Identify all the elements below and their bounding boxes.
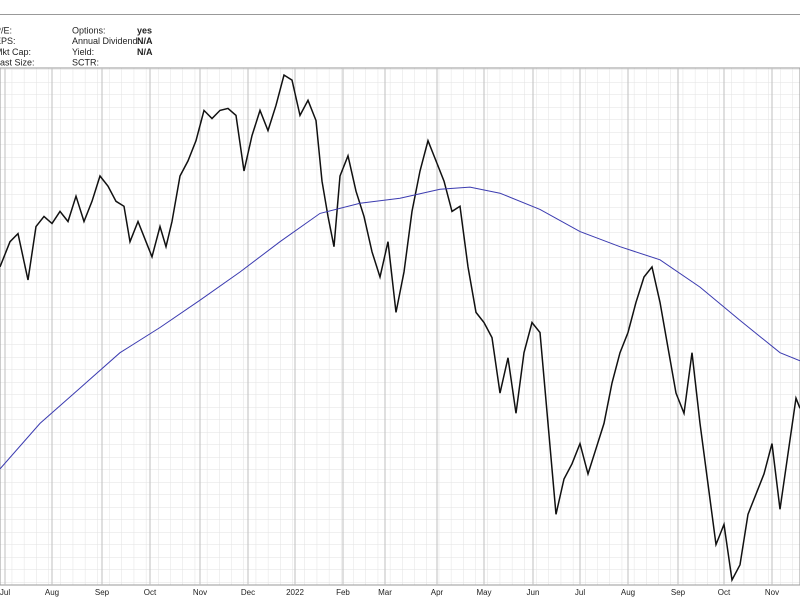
info-label: Annual Dividend: [72,36,140,46]
info-label: SCTR: [72,57,99,67]
info-label: Options: [72,25,106,35]
info-label: Yield: [72,47,94,57]
x-tick-label: 2022 [286,588,304,597]
x-tick-label: Sep [95,588,110,597]
x-tick-label: Jul [575,588,585,597]
x-tick-label: Jul [0,588,10,597]
info-label: Last Size: [0,57,35,67]
info-panel: P/E:EPS:Mkt Cap:Last Size: Options: yesAnn… [0,25,153,67]
price-line [0,73,800,583]
info-value: N/A [137,47,153,57]
info-value: yes [137,25,152,35]
x-tick-label: Oct [718,588,731,597]
info-label: Mkt Cap: [0,47,31,57]
x-tick-label: Jun [527,588,540,597]
plot-area [0,67,800,586]
x-tick-label: Feb [336,588,350,597]
info-label: P/E: [0,25,12,35]
x-tick-label: Nov [193,588,207,597]
x-tick-label: Nov [765,588,779,597]
info-label: EPS: [0,36,16,46]
info-value: N/A [137,36,153,46]
x-tick-label: Dec [241,588,255,597]
x-tick-label: Oct [144,588,157,597]
x-tick-label: Aug [621,588,635,597]
x-tick-label: May [476,588,491,597]
plot: Jul Aug Sep Oct Nov Dec 2022 Feb Mar Apr May Jun Jul… [0,68,800,597]
top-bar [0,0,800,14]
x-tick-label: Apr [431,588,444,597]
x-tick-label: Aug [45,588,59,597]
x-tick-label: Sep [671,588,686,597]
price-line [0,186,800,470]
x-tick-label: Mar [378,588,392,597]
